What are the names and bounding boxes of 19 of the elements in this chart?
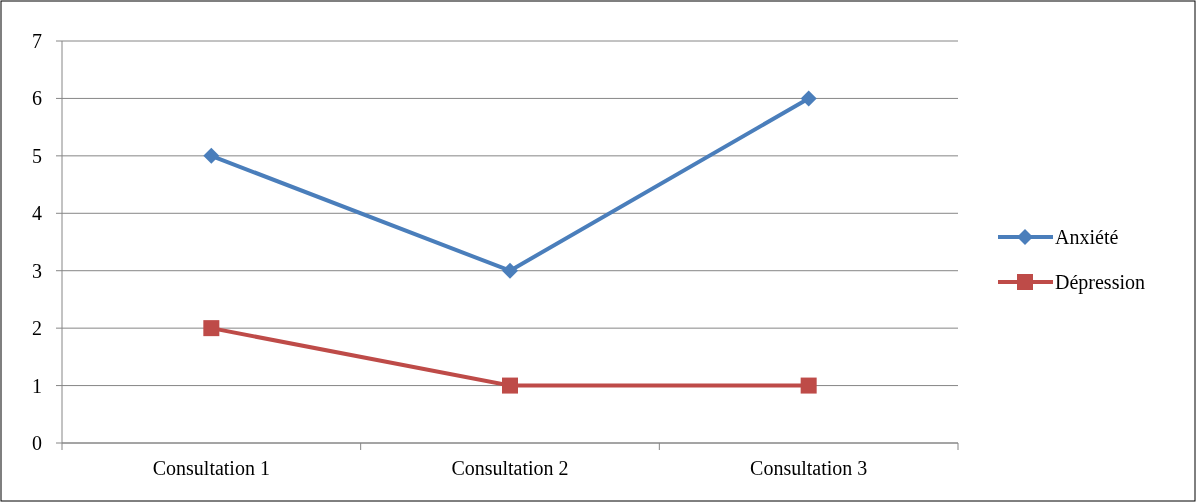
x-tick-label: Consultation 1 [152, 457, 270, 479]
y-tick-label: 4 [32, 202, 42, 225]
legend-label: Dépression [1055, 271, 1145, 294]
y-tick-label: 6 [32, 87, 42, 110]
point [800, 377, 817, 394]
y-tick-label: 7 [32, 30, 42, 52]
y-tick-label: 1 [32, 374, 42, 397]
y-tick-label: 5 [32, 144, 42, 167]
legend-label: Anxiété [1055, 226, 1119, 248]
x-tick-label: Consultation 2 [451, 457, 569, 479]
point [203, 320, 220, 337]
point [502, 262, 518, 279]
x-tick-label: Consultation 3 [750, 457, 868, 479]
y-tick-label: 2 [32, 317, 42, 340]
y-tick-label: 3 [32, 259, 42, 282]
point [502, 377, 518, 394]
point [203, 147, 220, 164]
point [800, 90, 817, 107]
y-tick-label: 0 [32, 432, 42, 454]
